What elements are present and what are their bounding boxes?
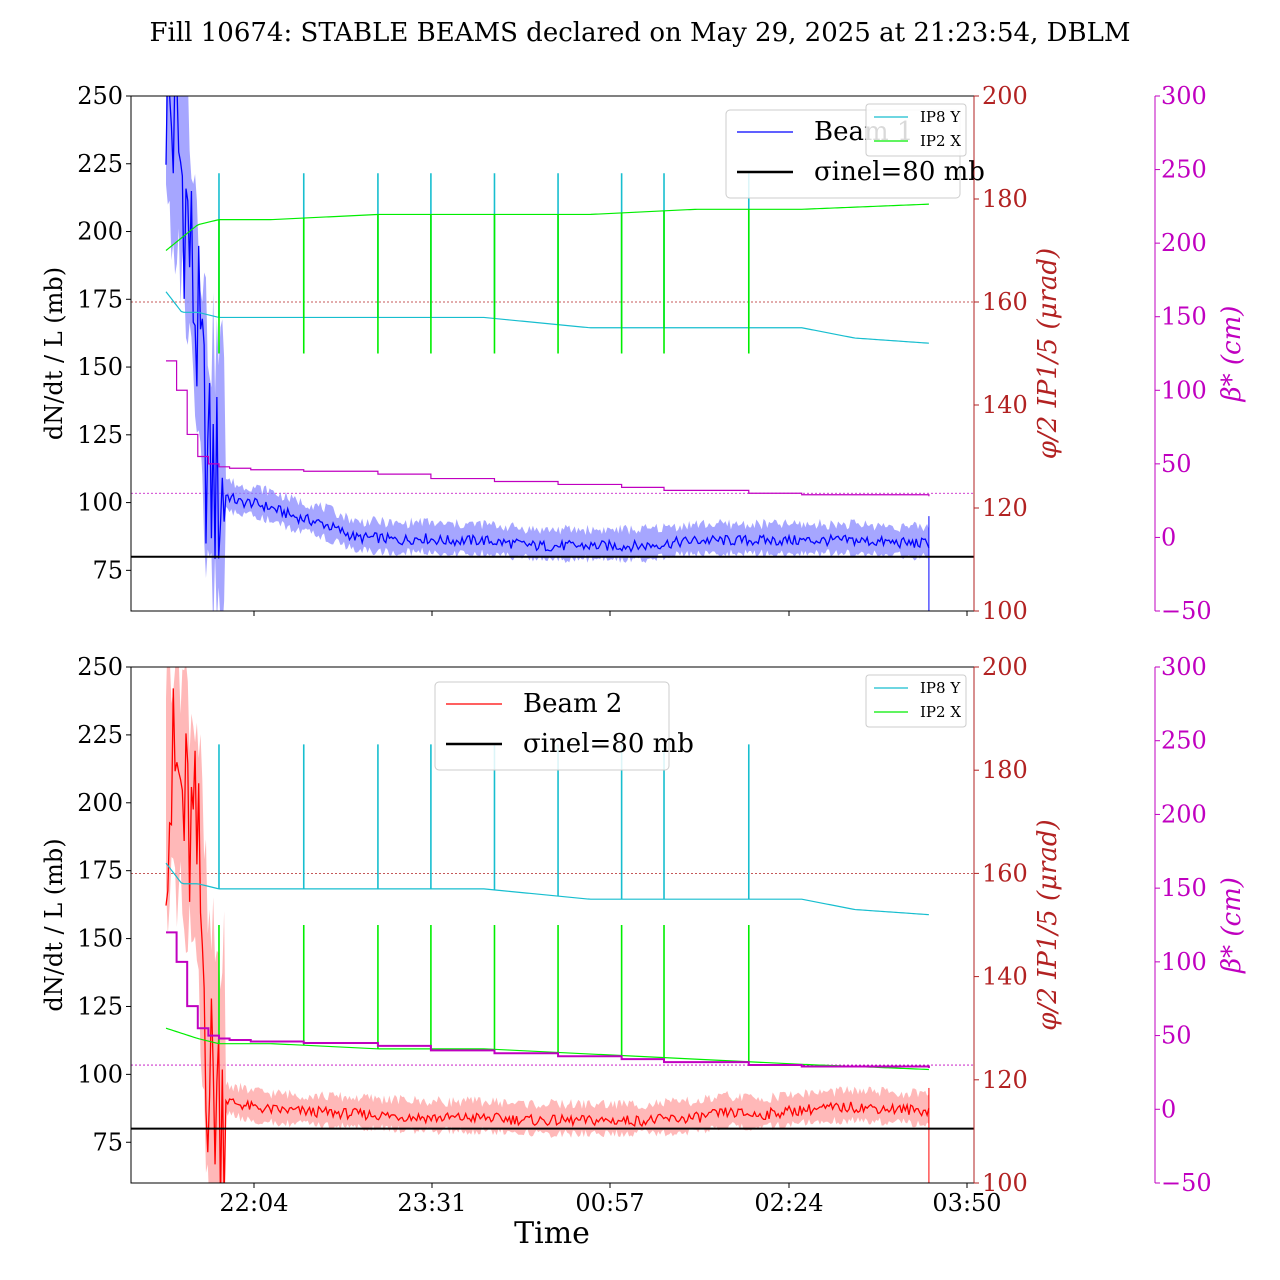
plot-area [131,96,974,611]
x-tick-label: 22:04 [219,1189,288,1217]
beta-axis-tick-label: 300 [1161,653,1207,681]
phi-axis-label: φ/2 IP1/5 (μrad) [1033,248,1063,459]
beta-star-trace [166,931,930,1069]
legend-ip8y-label: IP8 Y [920,679,961,697]
ip2x-trace [165,1027,929,1071]
phi-axis-label: φ/2 IP1/5 (μrad) [1033,819,1063,1030]
x-axis-label: Time [514,1216,590,1251]
phi-axis-tick-label: 200 [982,653,1028,681]
x-tick-label: 02:24 [754,1189,823,1217]
beta-axis-tick-label: −50 [1161,597,1212,625]
chart-panel-top: 75 100 125 150 175 200 225 250 100 120 140 160 180 20… [40,82,1247,625]
y-left-tick-label: 175 [77,285,123,313]
phi-axis-tick-label: 200 [982,82,1028,110]
x-tick-label: 00:57 [575,1189,644,1217]
plot-area [131,667,974,1183]
phi-axis-tick-label: 120 [982,1066,1028,1094]
y-left-tick-label: 225 [77,721,123,749]
y-left-tick-label: 200 [77,218,123,246]
phi-axis-tick-label: 160 [982,859,1028,887]
phi-axis-tick-label: 140 [982,963,1028,991]
phi-axis-tick-label: 160 [982,288,1028,316]
beta-axis-tick-label: 250 [1161,156,1207,184]
beta-axis-tick-label: 0 [1161,523,1176,551]
beta-axis-tick-label: 250 [1161,727,1207,755]
beta-axis-tick-label: 50 [1161,1022,1192,1050]
phi-axis-tick-label: 140 [982,391,1028,419]
x-tick-label: 03:50 [932,1189,1001,1217]
beam-trace [165,688,930,1183]
beta-axis-tick-label: 300 [1161,82,1207,110]
y-left-tick-label: 150 [77,353,123,381]
beta-star-trace [166,360,930,497]
chart-panel-bottom: 75 100 125 150 175 200 225 250 100 120 140 160 180 20… [40,653,1247,1217]
phi-axis-tick-label: 100 [982,597,1028,625]
beam-trace [165,96,930,559]
legend-ip8y-label: IP8 Y [920,108,961,126]
legend-ip2x-label: IP2 X [920,132,961,150]
beta-axis-tick-label: 50 [1161,450,1192,478]
beta-axis-label: β* (cm) [1217,877,1247,974]
ip8y-trace [165,862,929,916]
beta-axis-tick-label: 0 [1161,1095,1176,1123]
figure-title: Fill 10674: STABLE BEAMS declared on May… [149,18,1131,48]
y-left-axis-label: dN/dt / L (mb) [40,267,68,440]
phi-axis-tick-label: 180 [982,756,1028,784]
legend-sigma-label: σinel=80 mb [523,729,694,759]
beta-axis-tick-label: 150 [1161,303,1207,331]
y-left-tick-label: 125 [77,992,123,1020]
y-left-tick-label: 225 [77,150,123,178]
beam-uncertainty-band [166,96,929,611]
y-left-tick-label: 175 [77,857,123,885]
beta-axis-tick-label: 150 [1161,874,1207,902]
legend-beam-label: Beam 2 [523,689,622,719]
y-left-axis-label: dN/dt / L (mb) [40,838,68,1011]
y-left-tick-label: 150 [77,925,123,953]
legend-sigma-label: σinel=80 mb [814,157,985,187]
y-left-tick-label: 75 [92,556,123,584]
y-left-tick-label: 100 [77,489,123,517]
beta-axis-tick-label: 200 [1161,229,1207,257]
ip8y-trace [165,291,929,344]
beta-axis-label: β* (cm) [1217,306,1247,403]
beta-axis-tick-label: 100 [1161,948,1207,976]
y-left-tick-label: 250 [77,82,123,110]
beta-axis-tick-label: 200 [1161,800,1207,828]
y-left-tick-label: 200 [77,789,123,817]
y-left-tick-label: 125 [77,421,123,449]
phi-axis-tick-label: 120 [982,494,1028,522]
y-left-tick-label: 75 [92,1128,123,1156]
phi-axis-tick-label: 180 [982,185,1028,213]
y-left-tick-label: 250 [77,653,123,681]
y-left-tick-label: 100 [77,1060,123,1088]
phi-axis-tick-label: 100 [982,1169,1028,1197]
beta-axis-tick-label: −50 [1161,1169,1212,1197]
x-tick-label: 23:31 [397,1189,466,1217]
ip2x-trace [165,203,929,251]
legend-ip2x-label: IP2 X [920,703,961,721]
beta-axis-tick-label: 100 [1161,376,1207,404]
